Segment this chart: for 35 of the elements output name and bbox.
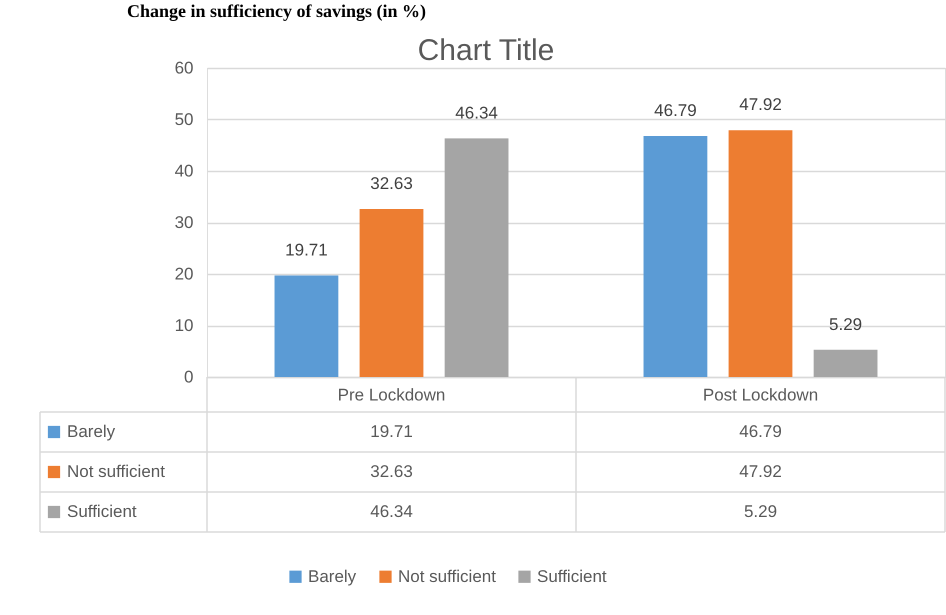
data-label: 5.29 — [829, 314, 862, 334]
legend-label: Not sufficient — [398, 566, 496, 586]
bar — [814, 350, 878, 377]
y-tick-label: 0 — [184, 368, 194, 386]
data-label: 46.34 — [455, 103, 498, 122]
chart-title: Chart Title — [418, 34, 554, 67]
y-tick-label: 50 — [174, 110, 194, 129]
x-tick-label: Post Lockdown — [702, 386, 818, 404]
bar — [444, 138, 508, 377]
text: Barely — [308, 566, 356, 586]
bar — [360, 208, 424, 377]
data-label: 47.92 — [739, 95, 782, 114]
y-tick-label: 30 — [174, 213, 194, 232]
text: 47.92 — [739, 462, 782, 481]
y-tick-label: 40 — [174, 162, 194, 180]
text: Change in sufficiency of savings (in %) — [127, 1, 426, 21]
legend-label: Barely — [67, 422, 116, 441]
legend-label: Sufficient — [537, 566, 607, 586]
text: Sufficient — [67, 502, 137, 521]
text: 32.63 — [370, 462, 413, 481]
bar — [728, 130, 792, 377]
text: 46.79 — [739, 422, 782, 441]
data-label: 19.71 — [285, 240, 328, 260]
bar — [274, 275, 338, 377]
data-label: 46.79 — [654, 101, 697, 120]
y-tick-label: 60 — [174, 58, 194, 78]
bar — [644, 136, 708, 377]
data-label: 32.63 — [370, 174, 413, 193]
x-tick-label: Pre Lockdown — [338, 386, 446, 404]
y-tick-label: 20 — [174, 264, 194, 284]
text: Not sufficient — [67, 462, 165, 481]
text: 46.34 — [370, 502, 413, 521]
y-tick-label: 10 — [174, 316, 194, 335]
text: 19.71 — [370, 422, 413, 441]
text: 5.29 — [744, 502, 778, 521]
